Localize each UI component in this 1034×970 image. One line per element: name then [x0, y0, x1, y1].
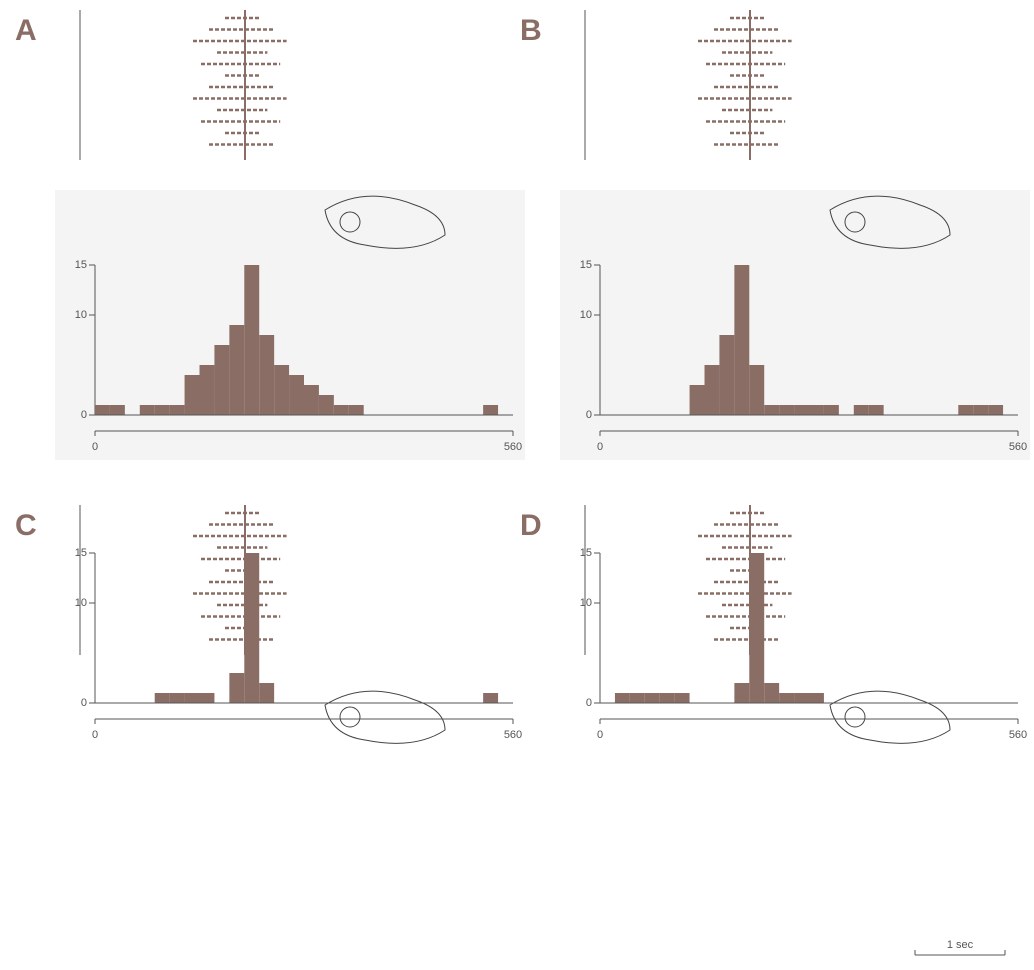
y-tick-label: 15	[580, 259, 592, 271]
x-tick-label: 560	[504, 729, 522, 741]
histogram-bar	[214, 345, 230, 415]
histogram-bar	[289, 375, 304, 415]
histogram-bar	[154, 405, 170, 415]
hand-drawing	[324, 690, 446, 744]
histogram-bar	[274, 365, 290, 415]
histogram-bar	[779, 405, 795, 415]
histogram-bar	[764, 405, 780, 415]
histogram-bar	[734, 265, 750, 415]
y-tick-label: 0	[586, 409, 592, 421]
scale-label: 1 sec	[947, 939, 974, 951]
histogram-bar	[809, 693, 824, 703]
histogram-bar	[169, 405, 185, 415]
histogram-bar	[689, 385, 705, 415]
x-tick-label: 560	[1009, 729, 1027, 741]
histogram-bar	[184, 693, 200, 703]
histogram-bar	[749, 553, 765, 703]
histogram-bar	[988, 405, 1004, 415]
histogram-bar	[304, 385, 319, 415]
histogram-bar	[779, 693, 795, 703]
histogram-bar	[674, 693, 690, 703]
y-tick-label: 10	[75, 597, 87, 609]
histogram-bar	[333, 405, 349, 415]
histogram-bar	[958, 405, 974, 415]
y-tick-label: 10	[580, 597, 592, 609]
histogram-bar	[259, 335, 275, 415]
histogram-bar	[868, 405, 884, 415]
histogram-bar	[95, 405, 110, 415]
y-tick-label: 15	[75, 547, 87, 559]
hand-drawing	[339, 706, 361, 728]
histogram-bar	[809, 405, 824, 415]
y-tick-label: 0	[81, 409, 87, 421]
histogram-bar	[734, 683, 750, 703]
histogram-bar	[318, 395, 334, 415]
histogram-bar	[973, 405, 989, 415]
histogram-bar	[794, 693, 809, 703]
hand-drawing	[844, 211, 866, 233]
histogram-bar	[229, 673, 245, 703]
histogram-bar	[614, 693, 630, 703]
histogram-bar	[184, 375, 200, 415]
histogram-bar	[483, 693, 499, 703]
panel-letter: D	[520, 509, 542, 542]
histogram-bar	[794, 405, 809, 415]
x-tick-label: 560	[504, 441, 522, 453]
histogram-bar	[244, 265, 260, 415]
y-tick-label: 0	[81, 697, 87, 709]
histogram-bar	[644, 693, 660, 703]
histogram-bar	[154, 693, 170, 703]
histogram-bar	[229, 325, 245, 415]
histogram-bar	[109, 405, 125, 415]
histogram-bar	[139, 405, 155, 415]
panel-letter: A	[15, 14, 37, 47]
x-tick-label: 0	[597, 729, 603, 741]
histogram-bar	[259, 683, 275, 703]
y-tick-label: 10	[75, 309, 87, 321]
panel-letter: B	[520, 14, 542, 47]
histogram-bar	[199, 693, 215, 703]
hand-drawing	[339, 211, 361, 233]
panel-bg	[55, 190, 525, 460]
hand-drawing	[844, 706, 866, 728]
panel-bg	[560, 190, 1030, 460]
histogram-bar	[483, 405, 499, 415]
hand-drawing	[829, 690, 951, 744]
y-tick-label: 15	[580, 547, 592, 559]
histogram-bar	[199, 365, 215, 415]
y-tick-label: 0	[586, 697, 592, 709]
histogram-bar	[169, 693, 185, 703]
y-tick-label: 15	[75, 259, 87, 271]
hand-drawing	[324, 195, 446, 249]
histogram-bar	[348, 405, 364, 415]
histogram-bar	[764, 683, 780, 703]
histogram-bar	[823, 405, 839, 415]
histogram-bar	[659, 693, 675, 703]
histogram-bar	[719, 335, 735, 415]
x-tick-label: 560	[1009, 441, 1027, 453]
histogram-bar	[853, 405, 869, 415]
x-tick-label: 0	[597, 441, 603, 453]
panel-letter: C	[15, 509, 37, 542]
histogram-bar	[749, 365, 765, 415]
hand-drawing	[829, 195, 951, 249]
y-tick-label: 10	[580, 309, 592, 321]
x-tick-label: 0	[92, 729, 98, 741]
x-tick-label: 0	[92, 441, 98, 453]
histogram-bar	[629, 693, 645, 703]
histogram-bar	[244, 553, 260, 703]
histogram-bar	[704, 365, 720, 415]
